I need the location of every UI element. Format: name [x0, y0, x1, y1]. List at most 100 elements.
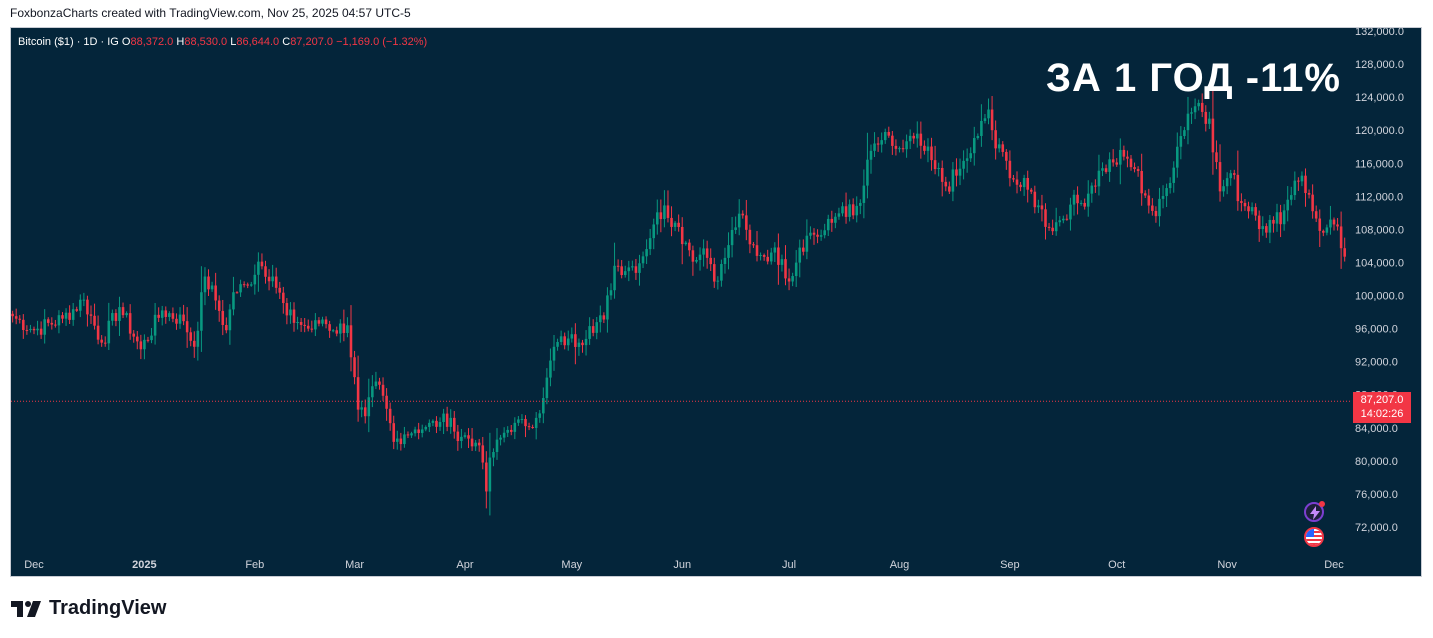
- candle-body: [1272, 219, 1275, 224]
- symbol-label: Bitcoin ($1) · 1D · IG: [18, 36, 119, 48]
- candle-body: [14, 316, 18, 319]
- candle-body: [331, 330, 335, 332]
- candle-body: [1282, 210, 1286, 225]
- candle-body: [677, 222, 680, 227]
- candle-body: [930, 146, 933, 161]
- candle-body: [1151, 205, 1154, 211]
- candle-body: [1218, 162, 1222, 192]
- candle-body: [1101, 168, 1104, 171]
- candle-body: [1083, 202, 1086, 207]
- candle-body: [242, 284, 246, 286]
- candle-body: [1143, 193, 1147, 196]
- candle-body: [670, 217, 673, 227]
- candle-body: [1222, 186, 1225, 192]
- candle-body: [994, 130, 997, 149]
- candle-body: [1065, 218, 1069, 220]
- x-tick-label: Feb: [245, 559, 264, 571]
- candle-body: [623, 271, 627, 276]
- candle-body: [759, 255, 762, 257]
- candle-body: [413, 429, 417, 434]
- candle-body: [844, 206, 848, 217]
- candle-body: [574, 334, 577, 347]
- candle-body: [812, 232, 816, 235]
- candlestick-chart[interactable]: 72,000.076,000.080,000.084,000.088,000.0…: [11, 28, 1421, 576]
- candle-body: [809, 232, 812, 236]
- candle-body: [826, 218, 830, 231]
- candle-body: [983, 118, 987, 121]
- candle-body: [61, 315, 64, 319]
- candle-body: [737, 213, 741, 228]
- candle-body: [709, 257, 712, 265]
- candle-body: [972, 138, 976, 154]
- candle-body: [1304, 175, 1307, 194]
- candle-body: [965, 158, 969, 161]
- candle-body: [317, 320, 321, 324]
- candle-body: [841, 206, 844, 214]
- candle-body: [766, 256, 769, 262]
- candle-body: [29, 328, 32, 331]
- candle-body: [730, 229, 734, 246]
- candle-body: [1275, 212, 1279, 224]
- last-price-value: 87,207.0: [1360, 394, 1404, 406]
- candle-body: [1079, 202, 1083, 204]
- candle-body: [1229, 173, 1232, 179]
- chart-area[interactable]: 72,000.076,000.080,000.084,000.088,000.0…: [10, 27, 1422, 577]
- candle-body: [631, 266, 634, 268]
- x-tick-label: Dec: [1324, 559, 1344, 571]
- candle-body: [566, 338, 570, 346]
- candle-body: [153, 314, 157, 336]
- high-value: 88,530.0: [184, 36, 228, 48]
- candle-body: [499, 437, 502, 440]
- x-tick-label: Jun: [673, 559, 691, 571]
- candle-body: [773, 247, 777, 253]
- candle-body: [128, 313, 132, 334]
- candle-body: [1108, 159, 1111, 172]
- low-value: 86,644.0: [236, 36, 280, 48]
- candle-body: [524, 418, 527, 427]
- candle-body: [11, 313, 14, 317]
- candle-body: [937, 167, 940, 170]
- candle-body: [289, 309, 292, 316]
- candle-body: [477, 442, 481, 446]
- candle-body: [1200, 102, 1204, 112]
- candle-body: [898, 148, 901, 150]
- candle-body: [962, 160, 965, 169]
- candle-body: [239, 284, 242, 293]
- candle-body: [509, 429, 513, 432]
- candle-body: [235, 292, 239, 294]
- y-tick-label: 76,000.0: [1355, 489, 1398, 501]
- chart-annotation: ЗА 1 ГОД -11%: [1046, 56, 1341, 100]
- candle-body: [246, 284, 249, 286]
- candle-body: [552, 346, 556, 361]
- candle-body: [517, 419, 520, 423]
- candle-body: [602, 315, 606, 320]
- candle-body: [834, 216, 837, 223]
- candle-body: [203, 276, 207, 293]
- y-tick-label: 112,000.0: [1355, 191, 1403, 203]
- candle-body: [1086, 193, 1090, 207]
- candle-body: [435, 420, 438, 427]
- candle-body: [823, 230, 826, 236]
- candle-body: [335, 330, 339, 334]
- us-flag-icon[interactable]: [1304, 527, 1324, 547]
- candle-body: [150, 335, 153, 341]
- candle-body: [492, 452, 495, 458]
- candle-body: [75, 309, 79, 311]
- candle-body: [225, 324, 228, 331]
- candle-body: [1047, 226, 1051, 228]
- candle-body: [217, 300, 221, 311]
- candle-body: [118, 307, 121, 321]
- candle-body: [50, 322, 54, 325]
- candle-body: [891, 135, 894, 146]
- candle-body: [755, 245, 759, 256]
- candle-body: [64, 312, 68, 319]
- candle-body: [1286, 199, 1289, 211]
- candle-body: [271, 276, 274, 282]
- lightning-icon[interactable]: [1304, 501, 1325, 522]
- candle-body: [178, 314, 182, 324]
- open-value: 88,372.0: [130, 36, 174, 48]
- candle-body: [103, 342, 107, 344]
- candle-body: [837, 213, 841, 217]
- last-price-tag: 87,207.0 14:02:26: [1353, 392, 1411, 423]
- candle-body: [1012, 178, 1015, 180]
